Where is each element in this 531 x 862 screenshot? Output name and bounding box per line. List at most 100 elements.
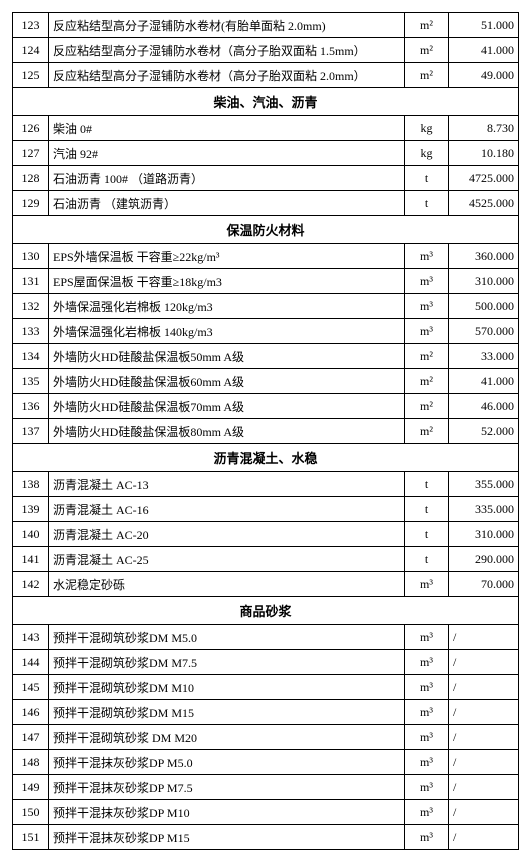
material-name: EPS外墙保温板 干容重≥22kg/m³ — [49, 244, 405, 269]
row-index: 133 — [13, 319, 49, 344]
price: 51.000 — [449, 13, 519, 38]
material-name: 石油沥青 （建筑沥青） — [49, 191, 405, 216]
unit: m² — [405, 13, 449, 38]
material-name: 预拌干混抹灰砂浆DP M5.0 — [49, 750, 405, 775]
price: 41.000 — [449, 369, 519, 394]
table-row: 148预拌干混抹灰砂浆DP M5.0m³/ — [13, 750, 519, 775]
material-name: 外墙防火HD硅酸盐保温板70mm A级 — [49, 394, 405, 419]
row-index: 134 — [13, 344, 49, 369]
price: 570.000 — [449, 319, 519, 344]
row-index: 126 — [13, 116, 49, 141]
table-row: 140沥青混凝土 AC-20t310.000 — [13, 522, 519, 547]
price: / — [449, 650, 519, 675]
row-index: 150 — [13, 800, 49, 825]
price: 49.000 — [449, 63, 519, 88]
material-name: 预拌干混砌筑砂浆 DM M20 — [49, 725, 405, 750]
unit: m³ — [405, 775, 449, 800]
price: / — [449, 775, 519, 800]
table-row: 138沥青混凝土 AC-13t355.000 — [13, 472, 519, 497]
material-name: 外墙保温强化岩棉板 140kg/m3 — [49, 319, 405, 344]
table-row: 131EPS屋面保温板 干容重≥18kg/m3m³310.000 — [13, 269, 519, 294]
table-row: 143预拌干混砌筑砂浆DM M5.0m³/ — [13, 625, 519, 650]
table-row: 150预拌干混抹灰砂浆DP M10m³/ — [13, 800, 519, 825]
unit: m³ — [405, 650, 449, 675]
table-row: 136外墙防火HD硅酸盐保温板70mm A级m²46.000 — [13, 394, 519, 419]
unit: m² — [405, 63, 449, 88]
unit: t — [405, 472, 449, 497]
row-index: 125 — [13, 63, 49, 88]
material-name: 预拌干混抹灰砂浆DP M15 — [49, 825, 405, 850]
price: / — [449, 625, 519, 650]
table-row: 151预拌干混抹灰砂浆DP M15m³/ — [13, 825, 519, 850]
section-header-cell: 商品砂浆 — [13, 597, 519, 625]
price: 355.000 — [449, 472, 519, 497]
row-index: 148 — [13, 750, 49, 775]
price: 310.000 — [449, 522, 519, 547]
unit: kg — [405, 141, 449, 166]
price: 52.000 — [449, 419, 519, 444]
table-row: 127汽油 92#kg10.180 — [13, 141, 519, 166]
price: 500.000 — [449, 294, 519, 319]
table-row: 126柴油 0#kg8.730 — [13, 116, 519, 141]
material-name: 外墙防火HD硅酸盐保温板60mm A级 — [49, 369, 405, 394]
table-row: 142水泥稳定砂砾m³70.000 — [13, 572, 519, 597]
price: 4525.000 — [449, 191, 519, 216]
section-header-cell: 沥青混凝土、水稳 — [13, 444, 519, 472]
row-index: 140 — [13, 522, 49, 547]
price: 33.000 — [449, 344, 519, 369]
table-row: 128石油沥青 100# （道路沥青）t4725.000 — [13, 166, 519, 191]
table-row: 149预拌干混抹灰砂浆DP M7.5m³/ — [13, 775, 519, 800]
material-name: 沥青混凝土 AC-20 — [49, 522, 405, 547]
material-name: 预拌干混抹灰砂浆DP M7.5 — [49, 775, 405, 800]
unit: kg — [405, 116, 449, 141]
material-name: 石油沥青 100# （道路沥青） — [49, 166, 405, 191]
material-name: 汽油 92# — [49, 141, 405, 166]
material-name: 外墙防火HD硅酸盐保温板80mm A级 — [49, 419, 405, 444]
table-row: 146预拌干混砌筑砂浆DM M15m³/ — [13, 700, 519, 725]
table-row: 130EPS外墙保温板 干容重≥22kg/m³m³360.000 — [13, 244, 519, 269]
section-header: 保温防火材料 — [13, 216, 519, 244]
unit: m³ — [405, 725, 449, 750]
unit: m³ — [405, 294, 449, 319]
material-name: EPS屋面保温板 干容重≥18kg/m3 — [49, 269, 405, 294]
price: / — [449, 675, 519, 700]
row-index: 143 — [13, 625, 49, 650]
price: 4725.000 — [449, 166, 519, 191]
unit: m³ — [405, 750, 449, 775]
row-index: 131 — [13, 269, 49, 294]
price: 10.180 — [449, 141, 519, 166]
row-index: 128 — [13, 166, 49, 191]
row-index: 145 — [13, 675, 49, 700]
unit: t — [405, 547, 449, 572]
table-row: 139沥青混凝土 AC-16t335.000 — [13, 497, 519, 522]
row-index: 124 — [13, 38, 49, 63]
price: / — [449, 700, 519, 725]
row-index: 144 — [13, 650, 49, 675]
material-name: 反应粘结型高分子湿铺防水卷材（高分子胎双面粘 1.5mm） — [49, 38, 405, 63]
unit: m³ — [405, 825, 449, 850]
unit: m³ — [405, 675, 449, 700]
table-row: 123反应粘结型高分子湿铺防水卷材(有胎单面粘 2.0mm)m²51.000 — [13, 13, 519, 38]
unit: m³ — [405, 572, 449, 597]
price-table: 123反应粘结型高分子湿铺防水卷材(有胎单面粘 2.0mm)m²51.00012… — [12, 12, 519, 850]
section-header: 商品砂浆 — [13, 597, 519, 625]
unit: t — [405, 166, 449, 191]
section-header-cell: 柴油、汽油、沥青 — [13, 88, 519, 116]
unit: m² — [405, 419, 449, 444]
section-header: 柴油、汽油、沥青 — [13, 88, 519, 116]
material-name: 外墙防火HD硅酸盐保温板50mm A级 — [49, 344, 405, 369]
price: 290.000 — [449, 547, 519, 572]
material-name: 柴油 0# — [49, 116, 405, 141]
price: 46.000 — [449, 394, 519, 419]
row-index: 137 — [13, 419, 49, 444]
table-row: 147预拌干混砌筑砂浆 DM M20m³/ — [13, 725, 519, 750]
row-index: 147 — [13, 725, 49, 750]
row-index: 151 — [13, 825, 49, 850]
table-row: 144预拌干混砌筑砂浆DM M7.5m³/ — [13, 650, 519, 675]
material-name: 预拌干混砌筑砂浆DM M15 — [49, 700, 405, 725]
material-name: 沥青混凝土 AC-25 — [49, 547, 405, 572]
unit: m³ — [405, 800, 449, 825]
section-header: 沥青混凝土、水稳 — [13, 444, 519, 472]
price: / — [449, 825, 519, 850]
row-index: 149 — [13, 775, 49, 800]
